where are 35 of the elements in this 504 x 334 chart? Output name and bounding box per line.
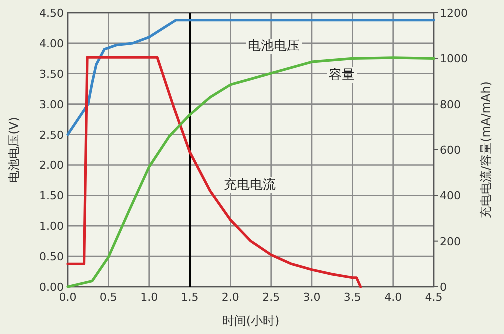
x-tick-label: 0.0 bbox=[59, 291, 77, 304]
y2-tick-label: 1000 bbox=[440, 52, 468, 66]
line-series bbox=[66, 19, 436, 136]
x-axis-title: 时间(小时) bbox=[222, 314, 280, 328]
y-axis-title: 电池电压(V) bbox=[7, 117, 21, 183]
x-tick-label: 3.5 bbox=[344, 291, 362, 304]
y-tick-label: 3.00 bbox=[40, 98, 64, 112]
x-tick-label: 1.5 bbox=[181, 291, 199, 304]
annotation: 充电电流 bbox=[224, 177, 276, 193]
x-tick-label: 3.0 bbox=[303, 291, 321, 304]
y-tick-label: 0.50 bbox=[40, 250, 64, 264]
y-tick-label: 2.50 bbox=[40, 128, 64, 142]
x-tick-label: 2.0 bbox=[222, 291, 240, 304]
y-tick-label: 1.00 bbox=[40, 220, 64, 234]
y2-axis-title: 充电电流/容量(mA/mAh) bbox=[479, 82, 493, 218]
y2-tick-label: 1200 bbox=[440, 7, 468, 20]
y-tick-label: 1.50 bbox=[40, 190, 64, 203]
x-tick-label: 0.5 bbox=[100, 291, 118, 304]
y-tick-label: 4.50 bbox=[40, 7, 64, 20]
y-tick-label: 4.00 bbox=[40, 37, 64, 50]
x-tick-label: 1.0 bbox=[140, 291, 158, 304]
x-tick-label: 4.5 bbox=[425, 291, 443, 304]
x-tick-label: 4.0 bbox=[384, 291, 402, 304]
y2-tick-label: 600 bbox=[440, 144, 461, 157]
annotation: 电池电压 bbox=[248, 39, 300, 54]
y2-tick-label: 0 bbox=[440, 281, 447, 294]
y-tick-label: 0.00 bbox=[40, 281, 64, 294]
line-series bbox=[66, 56, 362, 288]
y-tick-label: 2.00 bbox=[40, 159, 64, 172]
y-tick-label: 3.50 bbox=[40, 68, 64, 81]
x-tick-label: 2.5 bbox=[262, 291, 280, 304]
y2-tick-label: 800 bbox=[440, 98, 461, 112]
y2-tick-label: 200 bbox=[440, 235, 461, 248]
annotation: 容量 bbox=[329, 67, 355, 83]
y2-tick-label: 400 bbox=[440, 190, 461, 203]
